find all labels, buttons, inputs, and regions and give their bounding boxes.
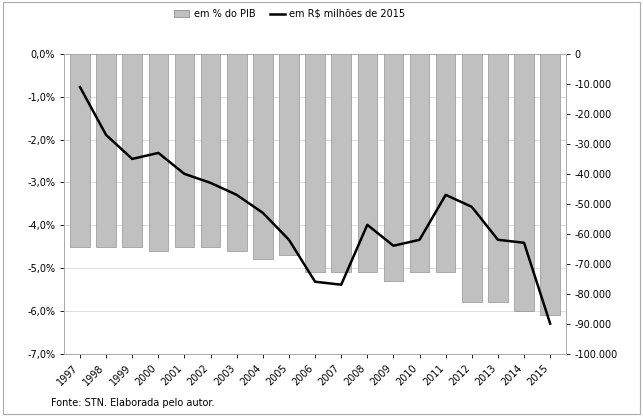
Line: em R$ milhões de 2015: em R$ milhões de 2015	[80, 87, 550, 324]
Bar	[540, 54, 560, 315]
em R$ milhões de 2015	[285, 237, 293, 242]
Bar	[305, 54, 325, 272]
Bar	[253, 54, 273, 260]
em R$ milhões de 2015	[311, 279, 319, 284]
em R$ milhões de 2015	[129, 156, 136, 161]
Bar	[96, 54, 116, 247]
em R$ milhões de 2015	[390, 243, 397, 248]
Legend: em % do PIB, em R$ milhões de 2015: em % do PIB, em R$ milhões de 2015	[170, 5, 410, 23]
em R$ milhões de 2015	[494, 237, 502, 242]
Bar	[331, 54, 351, 272]
em R$ milhões de 2015	[181, 171, 188, 176]
Bar	[384, 54, 403, 281]
Bar	[201, 54, 221, 247]
Bar	[70, 54, 90, 247]
em R$ milhões de 2015	[520, 240, 528, 245]
em R$ milhões de 2015	[154, 151, 162, 156]
em R$ milhões de 2015	[416, 237, 424, 242]
em R$ milhões de 2015	[233, 192, 240, 197]
Bar	[410, 54, 430, 272]
Bar	[358, 54, 377, 272]
em R$ milhões de 2015	[442, 192, 449, 197]
Bar	[149, 54, 168, 251]
em R$ milhões de 2015	[102, 132, 110, 137]
Bar	[462, 54, 482, 302]
Bar	[122, 54, 142, 247]
em R$ milhões de 2015	[76, 84, 84, 89]
Bar	[279, 54, 299, 255]
em R$ milhões de 2015	[206, 181, 214, 186]
Bar	[436, 54, 455, 272]
Text: Fonte: STN. Elaborada pelo autor.: Fonte: STN. Elaborada pelo autor.	[51, 398, 215, 408]
Bar	[488, 54, 508, 302]
Bar	[514, 54, 534, 311]
Bar	[175, 54, 194, 247]
em R$ milhões de 2015	[338, 282, 345, 287]
em R$ milhões de 2015	[547, 321, 554, 326]
em R$ milhões de 2015	[363, 222, 371, 227]
em R$ milhões de 2015	[259, 210, 267, 215]
em R$ milhões de 2015	[468, 204, 476, 209]
Bar	[227, 54, 246, 251]
